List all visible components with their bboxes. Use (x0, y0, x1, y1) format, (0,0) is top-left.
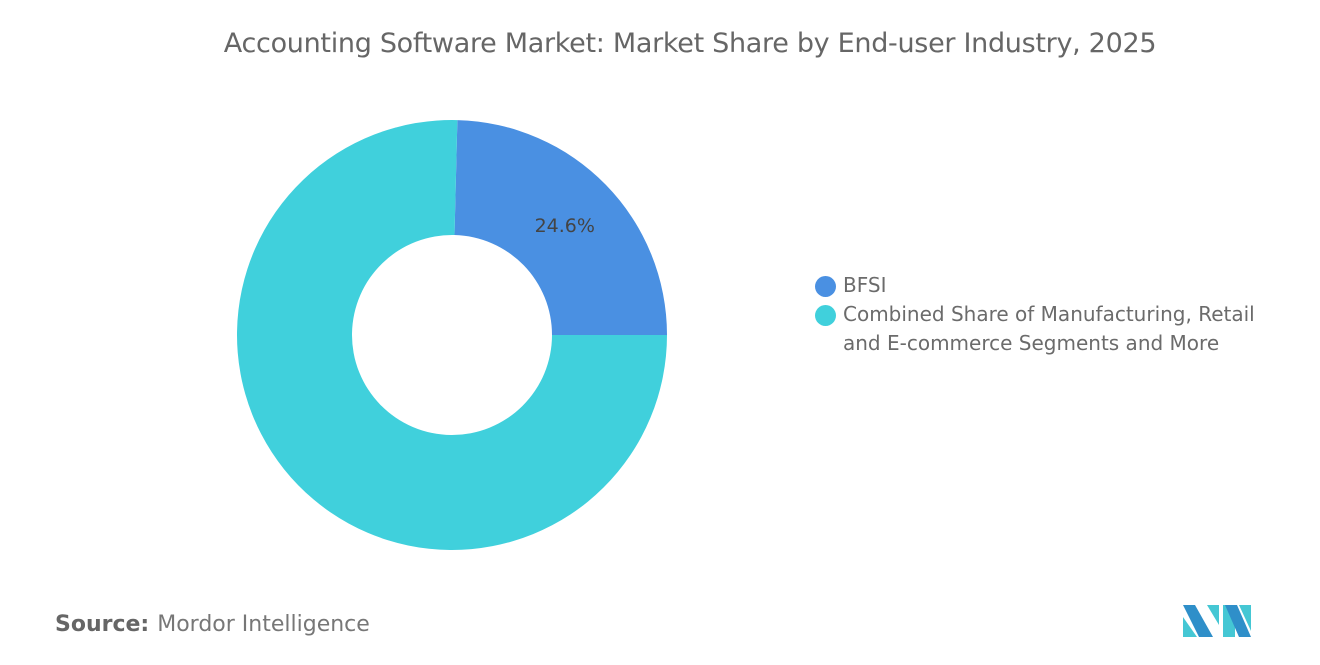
legend-item-bfsi: BFSI (815, 271, 1263, 300)
legend-label: BFSI (843, 273, 887, 297)
source-label: Source: (55, 612, 150, 637)
legend: BFSI Combined Share of Manufacturing, Re… (815, 271, 1263, 358)
legend-swatch (815, 305, 836, 326)
data-label: 24.6% (535, 215, 595, 237)
donut-slice (454, 120, 667, 335)
donut-slice (237, 119, 667, 551)
source-value: Mordor Intelligence (157, 612, 370, 637)
legend-swatch (815, 276, 836, 297)
chart-title: Accounting Software Market: Market Share… (223, 28, 1157, 59)
legend-label: Combined Share of Manufacturing, Retail … (843, 302, 1255, 355)
source-note: Source: Mordor Intelligence (55, 612, 370, 637)
legend-item-combined: Combined Share of Manufacturing, Retail … (815, 300, 1263, 358)
mordor-intelligence-logo (1183, 605, 1251, 637)
